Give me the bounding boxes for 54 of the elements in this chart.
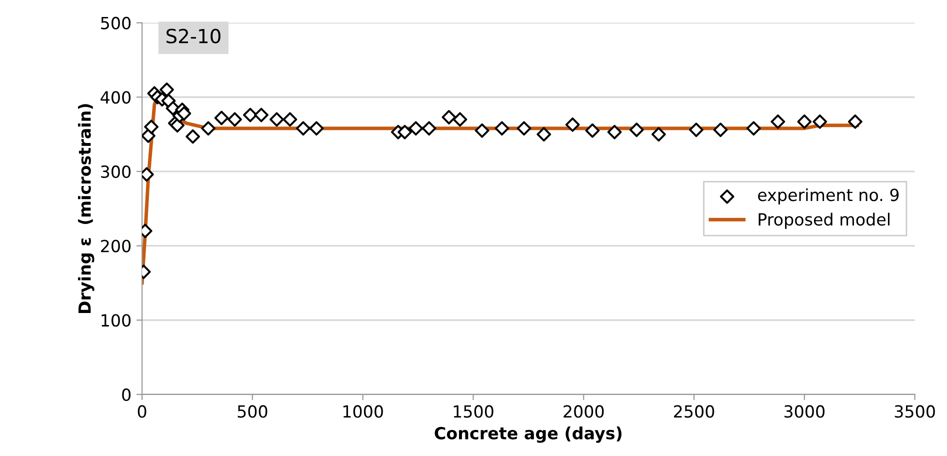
- point: [565, 117, 580, 132]
- x-tick-label: 1500: [454, 405, 494, 418]
- x-tick-label: 3500: [894, 405, 935, 418]
- point: [607, 124, 622, 140]
- x-tick-label: 3000: [784, 405, 825, 418]
- x-tick-label: 2000: [564, 405, 604, 418]
- point: [516, 121, 532, 136]
- point: [243, 108, 258, 122]
- point: [770, 114, 786, 129]
- x-tick-label: 500: [238, 405, 268, 418]
- y-tick-label: 200: [101, 240, 131, 252]
- point: [474, 123, 490, 138]
- point: [746, 121, 761, 136]
- y-tick-label: 400: [100, 91, 131, 104]
- point: [214, 110, 229, 126]
- point: [713, 122, 728, 138]
- point: [652, 127, 666, 142]
- legend-label: Proposed model: [758, 212, 890, 229]
- point: [296, 121, 310, 136]
- point: [848, 114, 862, 129]
- y-tick-label: 300: [101, 165, 131, 178]
- y-axis-title: Drying ε (microstrain): [78, 104, 94, 314]
- point: [452, 112, 468, 127]
- point: [201, 121, 216, 136]
- point: [629, 122, 644, 138]
- point: [797, 114, 812, 129]
- y-tick-label: 0: [122, 388, 131, 402]
- y-tick-label: 100: [102, 314, 131, 327]
- x-tick-label: 2500: [674, 405, 714, 418]
- legend-label: experiment no. 9: [758, 188, 899, 204]
- point: [689, 122, 704, 138]
- point: [309, 121, 324, 136]
- point: [494, 121, 510, 136]
- point: [282, 112, 298, 127]
- x-tick-label: 0: [138, 405, 146, 418]
- chart-title: S2-10: [166, 28, 220, 44]
- point: [270, 112, 284, 127]
- point: [422, 121, 436, 136]
- point: [536, 127, 552, 142]
- point: [186, 129, 200, 144]
- x-tick-label: 1000: [343, 405, 383, 418]
- point: [254, 108, 268, 122]
- point: [812, 114, 828, 129]
- point: [442, 110, 456, 124]
- x-axis-title: Concrete age (days): [434, 426, 622, 443]
- point: [585, 123, 600, 138]
- point: [160, 82, 174, 97]
- y-tick-label: 500: [101, 16, 131, 30]
- point: [408, 121, 424, 136]
- point: [228, 112, 242, 127]
- point: [144, 120, 159, 134]
- point: [398, 124, 412, 140]
- point: [176, 106, 192, 121]
- point: [142, 128, 156, 143]
